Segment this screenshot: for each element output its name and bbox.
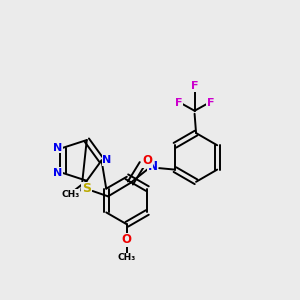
Text: N: N [102, 155, 112, 165]
Text: N: N [53, 143, 62, 153]
Text: S: S [82, 182, 91, 195]
Text: O: O [142, 154, 153, 167]
Text: O: O [122, 233, 132, 246]
Text: F: F [207, 98, 214, 108]
Text: CH₃: CH₃ [61, 190, 80, 199]
Text: F: F [191, 81, 198, 91]
Text: CH₃: CH₃ [118, 253, 136, 262]
Text: N: N [148, 160, 158, 173]
Text: H: H [141, 155, 149, 165]
Text: F: F [175, 98, 183, 108]
Text: N: N [53, 168, 62, 178]
